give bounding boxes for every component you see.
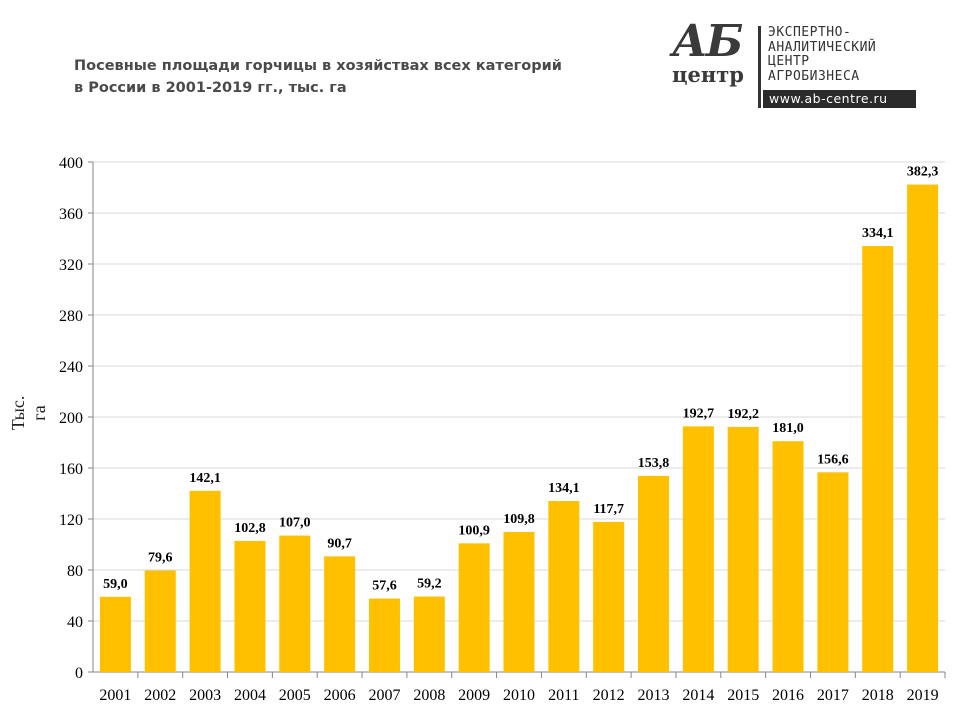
chart-title-line-1: Посевные площади горчицы в хозяйствах вс… — [74, 58, 562, 74]
x-tick-label: 2010 — [503, 687, 535, 704]
bar — [189, 490, 221, 672]
bar-value-label: 153,8 — [638, 456, 670, 471]
bar — [99, 596, 131, 672]
x-tick-label: 2012 — [593, 687, 625, 704]
y-tick-label: 160 — [59, 461, 83, 478]
bar — [234, 540, 266, 672]
bar — [593, 521, 625, 672]
x-tick-label: 2017 — [817, 687, 849, 704]
logo-text: ЭКСПЕРТНО- АНАЛИТИЧЕСКИЙ ЦЕНТР АГРОБИЗНЕ… — [768, 25, 877, 84]
x-tick-label: 2008 — [413, 687, 445, 704]
logo-mark: АБ центр — [668, 16, 758, 92]
y-tick-label: 40 — [67, 614, 83, 631]
x-tick-label: 2013 — [638, 687, 670, 704]
y-tick-label: 200 — [59, 410, 83, 427]
bar — [862, 246, 894, 672]
bar-value-label: 59,2 — [417, 577, 442, 592]
bar — [413, 596, 445, 672]
chart-title-line-2: в России в 2001-2019 гг., тыс. га — [74, 80, 347, 96]
bar — [458, 543, 490, 672]
y-tick-label: 120 — [59, 512, 83, 529]
bar — [772, 441, 804, 672]
logo-line-2: АНАЛИТИЧЕСКИЙ — [768, 39, 877, 55]
bar-value-label: 142,1 — [189, 471, 221, 486]
logo-line-1: ЭКСПЕРТНО- — [768, 25, 852, 40]
bar-value-label: 100,9 — [458, 523, 490, 538]
logo-url[interactable]: www.ab-centre.ru — [763, 90, 916, 108]
x-tick-label: 2007 — [368, 687, 400, 704]
y-tick-label: 360 — [59, 206, 83, 223]
x-tick-label: 2006 — [324, 687, 356, 704]
logo-line-4: АГРОБИЗНЕСА — [768, 68, 860, 84]
bar — [682, 426, 714, 672]
bar-value-label: 156,6 — [817, 452, 849, 467]
logo-divider — [758, 26, 761, 108]
x-tick-label: 2004 — [234, 687, 266, 704]
x-tick-label: 2011 — [548, 687, 579, 704]
x-tick-label: 2018 — [862, 687, 894, 704]
bar-value-label: 79,6 — [148, 551, 173, 566]
bar — [324, 556, 356, 672]
x-tick-label: 2019 — [907, 687, 939, 704]
y-tick-label: 400 — [59, 155, 83, 172]
bar — [279, 535, 311, 672]
x-tick-label: 2015 — [727, 687, 759, 704]
bar-value-label: 192,2 — [727, 407, 759, 422]
bar — [144, 570, 176, 672]
y-tick-label: 320 — [59, 257, 83, 274]
bar-value-label: 90,7 — [327, 536, 352, 551]
bar-value-label: 57,6 — [372, 579, 397, 594]
y-tick-label: 280 — [59, 308, 83, 325]
x-tick-label: 2003 — [189, 687, 221, 704]
y-tick-label: 80 — [67, 563, 83, 580]
bar — [817, 472, 849, 672]
bar — [907, 184, 939, 672]
bar — [503, 532, 535, 672]
logo-mark-top: АБ — [672, 16, 743, 67]
x-tick-label: 2009 — [458, 687, 490, 704]
bar-value-label: 134,1 — [548, 481, 580, 496]
bar-value-label: 192,7 — [683, 406, 715, 421]
y-tick-label: 0 — [75, 665, 83, 682]
logo-line-3: ЦЕНТР — [768, 54, 810, 69]
bar — [727, 426, 759, 672]
bar-value-label: 109,8 — [503, 512, 535, 527]
chart-title: Посевные площади горчицы в хозяйствах вс… — [74, 55, 594, 99]
bar-value-label: 117,7 — [593, 502, 624, 517]
bar-value-label: 107,0 — [279, 516, 311, 531]
bar-value-label: 59,0 — [103, 577, 128, 592]
x-tick-label: 2005 — [279, 687, 311, 704]
bar-value-label: 181,0 — [772, 421, 804, 436]
bar — [548, 501, 580, 672]
x-tick-label: 2016 — [772, 687, 804, 704]
x-tick-label: 2014 — [682, 687, 714, 704]
y-tick-label: 240 — [59, 359, 83, 376]
bar-value-label: 102,8 — [234, 521, 266, 536]
ab-centre-logo: АБ центр ЭКСПЕРТНО- АНАЛИТИЧЕСКИЙ ЦЕНТР … — [668, 16, 928, 112]
bar-value-label: 382,3 — [907, 165, 939, 180]
bar-value-label: 334,1 — [862, 226, 894, 241]
bar — [638, 475, 670, 672]
bar — [368, 598, 400, 672]
x-tick-label: 2001 — [99, 687, 131, 704]
x-tick-label: 2002 — [144, 687, 176, 704]
logo-mark-bottom: центр — [672, 62, 744, 87]
